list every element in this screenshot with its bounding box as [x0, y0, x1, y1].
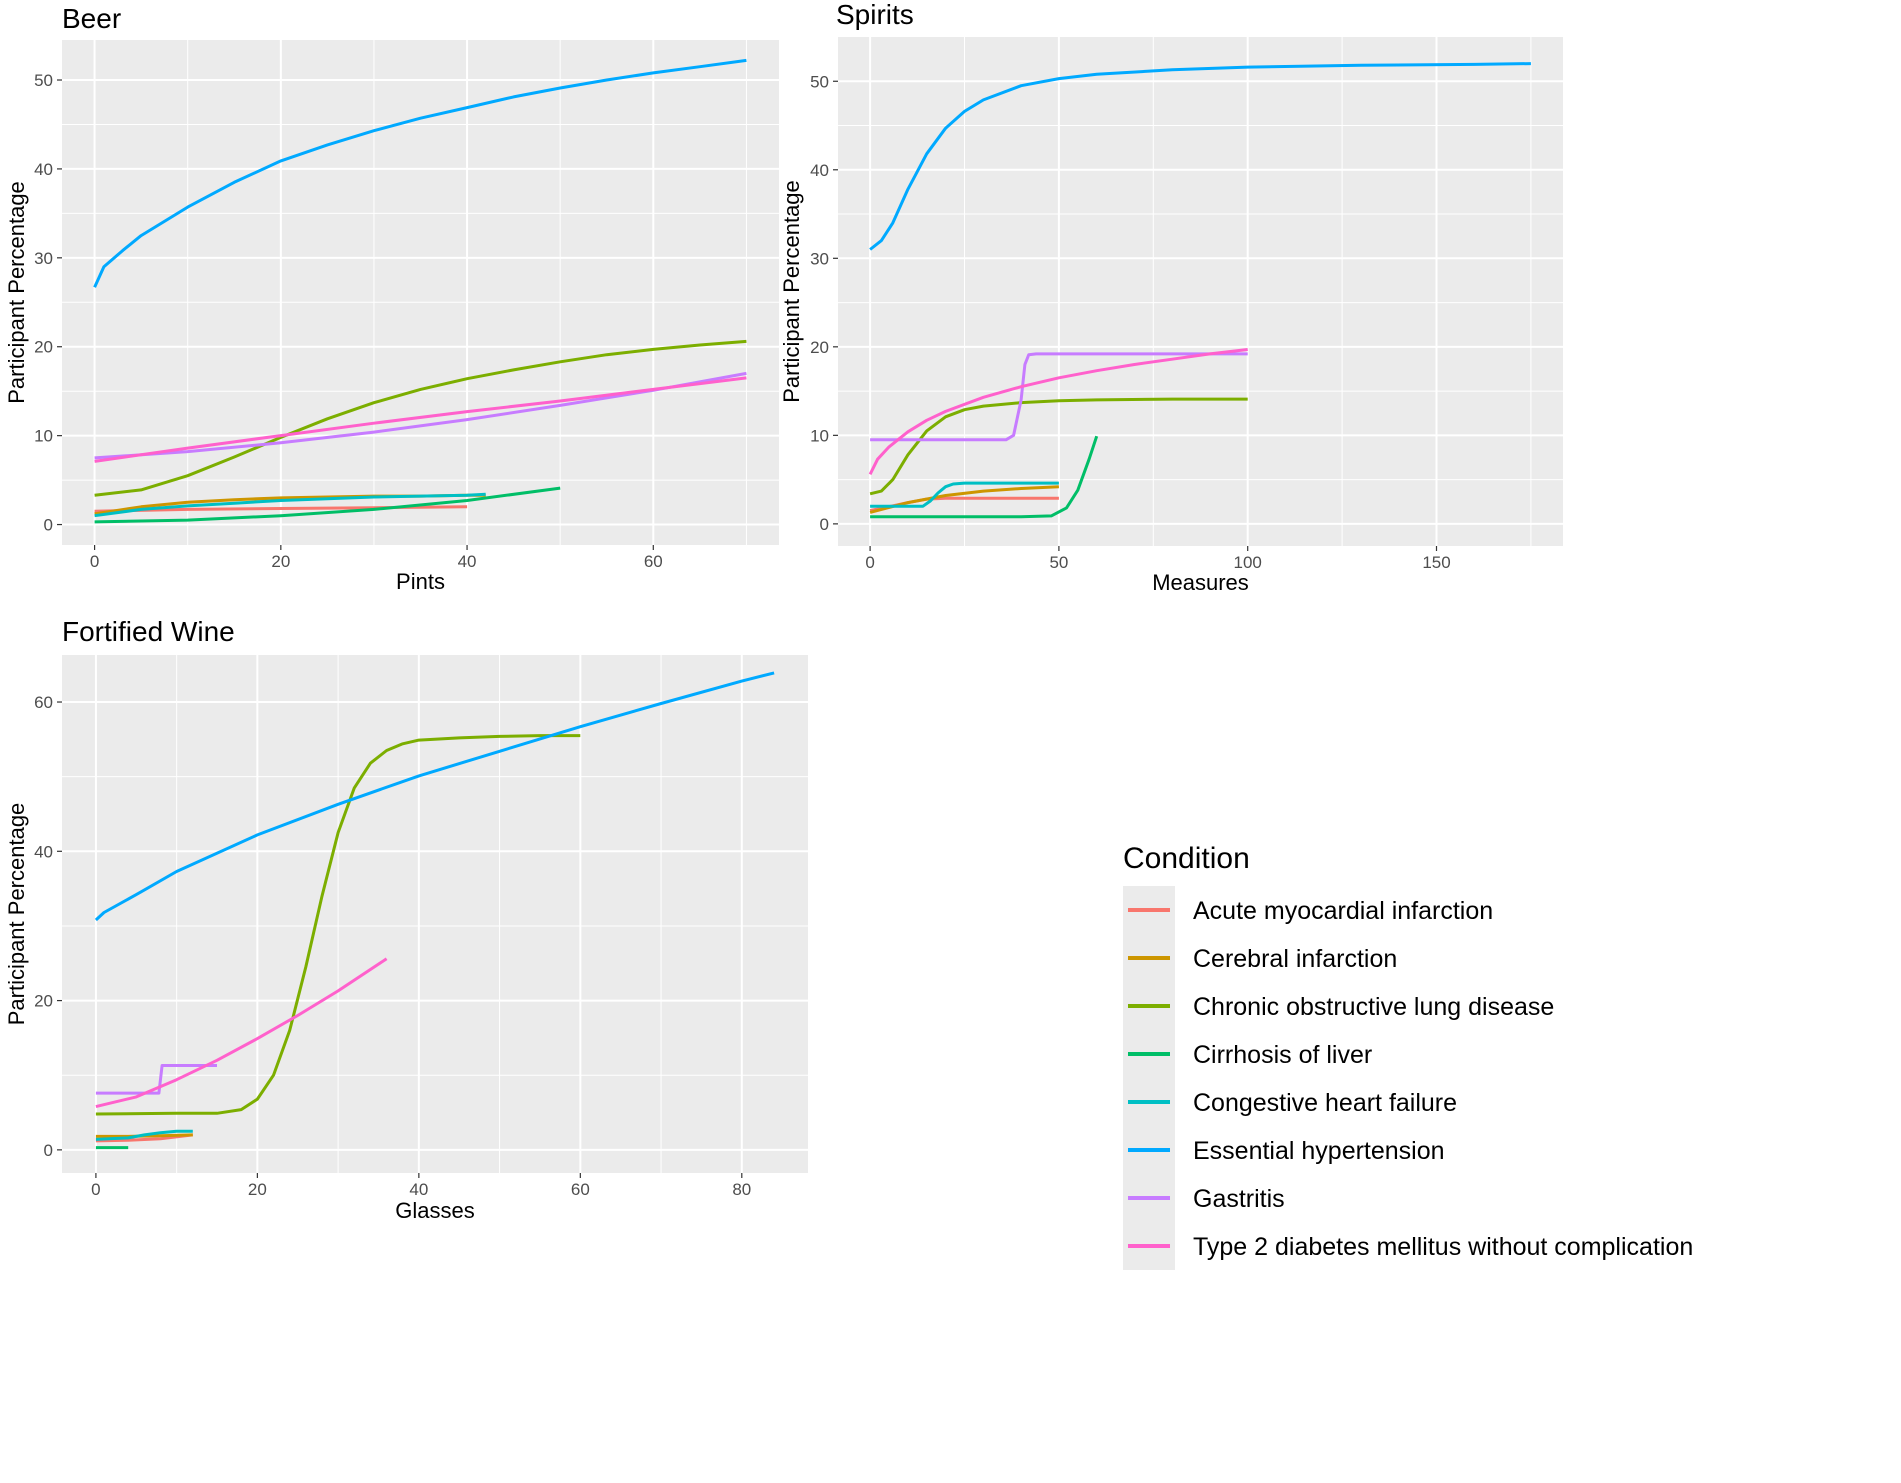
x-tick-label: 40 [458, 552, 477, 571]
x-tick-label: 20 [248, 1180, 267, 1199]
legend: Condition Acute myocardial infarction Cere… [1123, 842, 1693, 1270]
series-line-gastritis [870, 352, 1248, 442]
y-tick-label: 40 [34, 160, 53, 179]
x-tick-label: 0 [91, 1180, 100, 1199]
series-line-chronic-obstructive-lung-disease [95, 734, 581, 1116]
y-tick-label: 20 [34, 338, 53, 357]
y-tick-label: 20 [810, 338, 829, 357]
y-axis-title: Participant Percentage [4, 803, 29, 1026]
x-axis-title: Measures [1152, 570, 1249, 595]
legend-label: Cerebral infarction [1193, 945, 1397, 973]
legend-label: Chronic obstructive lung disease [1193, 993, 1554, 1021]
series-line-congestive-heart-failure [870, 481, 1059, 508]
y-tick-label: 10 [810, 426, 829, 445]
y-tick-label: 40 [810, 161, 829, 180]
legend-key-background [1123, 886, 1175, 1270]
x-tick-label: 0 [865, 553, 874, 572]
series-line-type-2-diabetes-mellitus-without-complication [94, 376, 747, 463]
panel-beer: 0 20 40 60 0 10 20 30 40 50 Beer Pints Participant P… [4, 3, 779, 594]
panel-title: Fortified Wine [62, 616, 235, 647]
y-axis-title: Participant Percentage [4, 181, 29, 404]
legend-label: Essential hypertension [1193, 1137, 1445, 1165]
series-line-cerebral-infarction [869, 485, 1059, 514]
y-tick-label: 0 [44, 1141, 53, 1160]
y-tick-label: 50 [810, 72, 829, 91]
series-line-chronic-obstructive-lung-disease [869, 397, 1248, 496]
x-tick-label: 20 [271, 552, 290, 571]
y-tick-label: 30 [810, 249, 829, 268]
series-line-congestive-heart-failure [95, 1129, 193, 1141]
series-line-cirrhosis-of-liver [870, 435, 1099, 519]
panel-title: Spirits [836, 0, 914, 30]
legend-title: Condition [1123, 842, 1250, 875]
x-tick-label: 60 [571, 1180, 590, 1199]
panel-fortified-wine: 0 20 40 60 80 0 20 40 60 Fortified Wine Glasses Par… [4, 616, 808, 1223]
legend-label: Acute myocardial infarction [1193, 897, 1493, 925]
y-tick-label: 0 [44, 516, 53, 535]
x-tick-label: 100 [1234, 553, 1262, 572]
legend-label: Congestive heart failure [1193, 1089, 1457, 1117]
y-tick-label: 20 [34, 992, 53, 1011]
series-line-type-2-diabetes-mellitus-without-complication [95, 957, 388, 1109]
y-tick-label: 40 [34, 842, 53, 861]
y-axis-title: Participant Percentage [779, 180, 804, 403]
legend-label: Cirrhosis of liver [1193, 1041, 1372, 1069]
x-axis-title: Glasses [395, 1198, 474, 1223]
series-line-cirrhosis-of-liver [94, 486, 561, 524]
series-line-essential-hypertension [93, 58, 747, 288]
series-line-essential-hypertension [94, 671, 775, 922]
panel-title: Beer [62, 3, 121, 34]
plot-background [838, 37, 1563, 546]
legend-label: Type 2 diabetes mellitus without complic… [1193, 1233, 1693, 1261]
series-line-congestive-heart-failure [94, 492, 486, 518]
series-line-essential-hypertension [869, 62, 1531, 251]
plot-background [62, 40, 779, 545]
x-tick-label: 0 [90, 552, 99, 571]
x-tick-label: 40 [409, 1180, 428, 1199]
x-tick-label: 80 [732, 1180, 751, 1199]
y-tick-label: 30 [34, 249, 53, 268]
series-line-type-2-diabetes-mellitus-without-complication [868, 348, 1248, 475]
x-axis-title: Pints [396, 569, 445, 594]
series-line-chronic-obstructive-lung-disease [94, 339, 747, 497]
y-tick-label: 10 [34, 427, 53, 446]
y-tick-label: 60 [34, 693, 53, 712]
legend-label: Gastritis [1193, 1185, 1285, 1213]
plot-background [62, 655, 808, 1173]
x-tick-label: 50 [1049, 553, 1068, 572]
panel-spirits: 0 50 100 150 0 10 20 30 40 50 Spirits Measures Parti… [779, 0, 1563, 595]
x-tick-label: 150 [1422, 553, 1450, 572]
y-tick-label: 0 [820, 515, 829, 534]
y-tick-label: 50 [34, 71, 53, 90]
x-tick-label: 60 [644, 552, 663, 571]
